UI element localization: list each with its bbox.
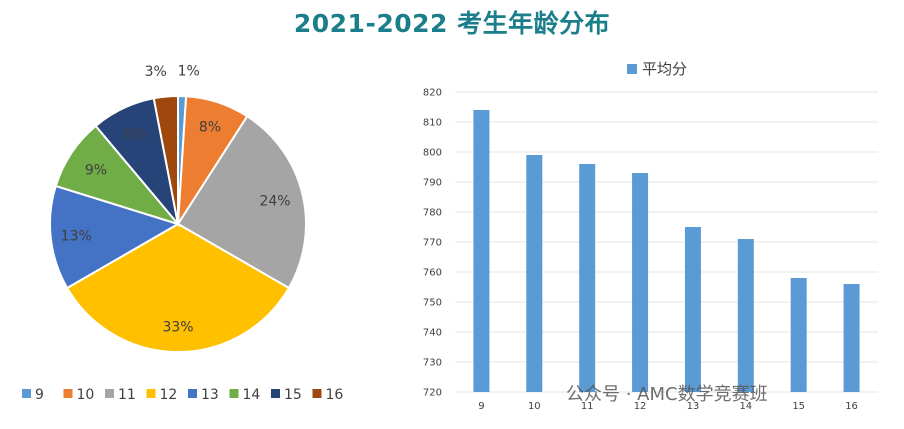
pie-label-13: 13% <box>61 228 92 244</box>
pie-slice-12 <box>65 222 291 353</box>
y-tick-800: 800 <box>423 148 442 159</box>
y-tick-780: 780 <box>423 208 442 219</box>
y-tick-790: 790 <box>423 178 442 189</box>
legend-label-9: 9 <box>35 387 44 403</box>
x-tick-15: 15 <box>792 401 805 412</box>
legend-label-13: 13 <box>201 387 219 403</box>
pie-slice-16 <box>152 94 179 225</box>
pie-label-12: 33% <box>162 319 193 335</box>
y-tick-730: 730 <box>423 358 442 369</box>
pie-label-10: 8% <box>199 120 221 136</box>
pie-label-15: 8% <box>124 127 146 143</box>
bar-legend-swatch <box>627 64 637 74</box>
bar-11 <box>579 164 596 392</box>
chart-title: 2021-2022 考生年龄分布 <box>293 9 611 38</box>
x-tick-16: 16 <box>845 401 858 412</box>
pie-label-16: 3% <box>145 64 167 80</box>
pie-legend: 9 10 11 12 13 14 15 16 <box>22 387 343 403</box>
x-tick-14: 14 <box>739 401 752 412</box>
pie-slice-13 <box>49 184 181 290</box>
bar-14 <box>737 239 754 392</box>
bar-9 <box>473 110 490 392</box>
y-tick-820: 820 <box>423 88 442 99</box>
pie-label-14: 9% <box>85 162 107 178</box>
x-tick-10: 10 <box>528 401 541 412</box>
pie-label-9: 1% <box>178 63 200 79</box>
x-tick-11: 11 <box>581 401 594 412</box>
legend-swatch-15 <box>271 389 280 398</box>
x-tick-12: 12 <box>634 401 647 412</box>
legend-label-10: 10 <box>77 387 95 403</box>
y-tick-810: 810 <box>423 118 442 129</box>
y-tick-770: 770 <box>423 238 442 249</box>
bar-16 <box>843 284 860 392</box>
legend-label-16: 16 <box>326 387 344 403</box>
pie-label-11: 24% <box>259 193 290 209</box>
y-tick-760: 760 <box>423 268 442 279</box>
bar-10 <box>526 155 543 392</box>
legend-swatch-16 <box>312 389 322 398</box>
bar-12 <box>632 173 649 392</box>
legend-swatch-10 <box>63 389 73 398</box>
legend-label-12: 12 <box>160 387 178 403</box>
legend-swatch-12 <box>146 389 156 398</box>
legend-label-14: 14 <box>243 387 261 403</box>
y-tick-740: 740 <box>423 328 442 339</box>
x-tick-9: 9 <box>478 401 484 412</box>
legend-label-15: 15 <box>284 387 302 403</box>
pie-chart: 1% 8% 24% 33% 13% 9% 8% 3% <box>49 63 307 353</box>
x-tick-13: 13 <box>687 401 700 412</box>
legend-swatch-11 <box>105 389 114 398</box>
bar-chart: 720 730 740 750 760 770 780 790 800 810 820 9 10 11 12… <box>423 60 878 412</box>
y-tick-720: 720 <box>423 388 442 399</box>
legend-swatch-14 <box>229 389 239 398</box>
pie-slice-11 <box>176 114 307 290</box>
legend-label-11: 11 <box>118 387 136 403</box>
bar-legend-label: 平均分 <box>642 60 687 78</box>
bar-13 <box>684 227 701 392</box>
watermark-text: 公众号 · AMC数学竞赛班 <box>566 384 768 405</box>
legend-swatch-9 <box>22 389 31 398</box>
y-tick-750: 750 <box>423 298 442 309</box>
bar-15 <box>790 278 807 392</box>
legend-swatch-13 <box>188 389 197 398</box>
